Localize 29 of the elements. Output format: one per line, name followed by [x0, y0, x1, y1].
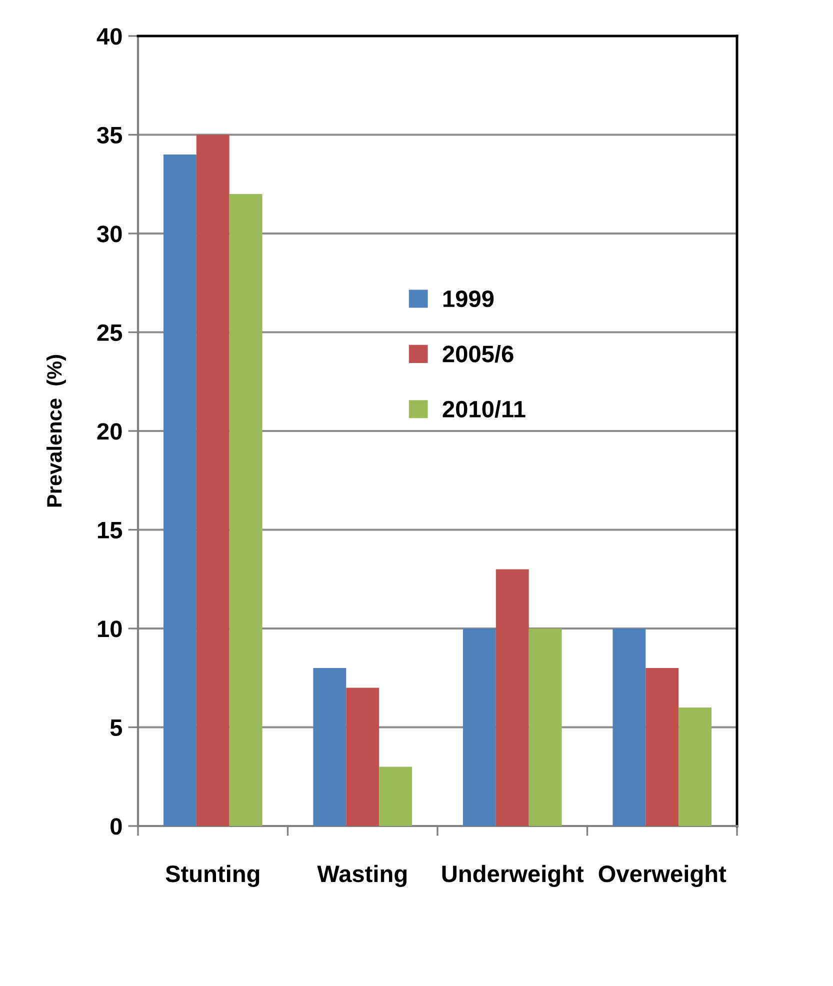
y-tick-label: 25	[97, 324, 122, 342]
y-axis-title: Prevalence (%)	[46, 355, 66, 507]
bar	[462, 628, 496, 826]
y-tick-label: 0	[110, 818, 122, 835]
bar	[612, 628, 646, 826]
y-tick-label: 20	[97, 423, 122, 440]
bar	[528, 628, 562, 826]
bar	[379, 766, 412, 826]
x-tick-label: Wasting	[317, 864, 407, 887]
legend-label: 1999	[443, 290, 494, 308]
x-tick-label: Stunting	[166, 864, 260, 887]
y-tick-label: 5	[110, 720, 122, 736]
bar	[646, 668, 679, 826]
y-tick-label: 10	[98, 620, 122, 638]
y-tick-label: 35	[97, 126, 122, 144]
y-tick-label: 30	[97, 226, 122, 242]
y-tick-label: 15	[98, 522, 122, 539]
bar	[678, 708, 712, 826]
x-tick-label: Overweight	[598, 864, 726, 887]
bar	[496, 569, 529, 826]
bar	[229, 194, 262, 826]
bar	[346, 688, 380, 826]
legend-label: 2005/6	[442, 345, 514, 363]
x-tick-label: Underweight	[442, 864, 584, 887]
y-tick-label: 40	[96, 28, 122, 45]
bar	[196, 134, 230, 826]
bar	[313, 668, 346, 826]
bar	[163, 154, 196, 826]
legend-label: 2010/11	[442, 400, 526, 418]
